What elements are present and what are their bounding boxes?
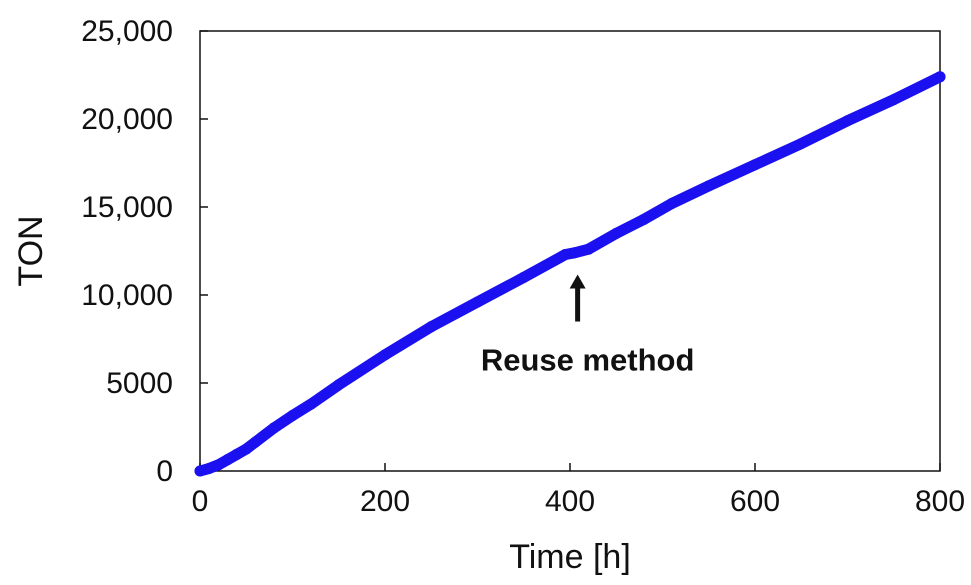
data-point bbox=[305, 398, 317, 410]
series-line bbox=[194, 71, 946, 477]
data-point bbox=[559, 249, 571, 261]
data-point bbox=[583, 243, 594, 255]
data-point bbox=[194, 465, 206, 477]
data-point bbox=[287, 410, 298, 422]
annotation-arrow-head bbox=[569, 274, 586, 289]
x-tick-label: 400 bbox=[545, 485, 595, 518]
y-tick-label: 25,000 bbox=[81, 15, 173, 48]
data-point bbox=[240, 443, 252, 455]
y-tick-label: 15,000 bbox=[81, 191, 173, 224]
x-tick-label: 200 bbox=[360, 485, 410, 518]
data-point bbox=[666, 197, 678, 209]
x-tick-label: 600 bbox=[730, 485, 780, 518]
y-axis-title: TON bbox=[12, 215, 50, 286]
annotation-label: Reuse method bbox=[481, 343, 695, 378]
data-point bbox=[268, 422, 280, 434]
data-point bbox=[203, 462, 215, 474]
data-point bbox=[425, 321, 437, 333]
data-point bbox=[333, 379, 345, 391]
y-tick-label: 20,000 bbox=[81, 103, 173, 136]
data-point bbox=[379, 349, 391, 361]
x-tick-label: 0 bbox=[192, 485, 209, 518]
data-point bbox=[231, 448, 243, 460]
y-tick-label: 0 bbox=[156, 455, 173, 488]
data-point bbox=[472, 296, 483, 308]
y-tick-label: 10,000 bbox=[81, 279, 173, 312]
data-point bbox=[795, 138, 807, 150]
x-tick-label: 800 bbox=[915, 485, 965, 518]
data-point bbox=[749, 159, 761, 171]
data-point bbox=[934, 71, 946, 83]
data-point bbox=[610, 227, 622, 239]
x-axis-title: Time [h] bbox=[509, 538, 631, 576]
y-tick-label: 5000 bbox=[106, 367, 173, 400]
data-point bbox=[569, 247, 581, 259]
data-point bbox=[213, 459, 224, 471]
data-point bbox=[222, 454, 234, 466]
data-point bbox=[842, 115, 853, 127]
data-point bbox=[518, 271, 530, 283]
data-point bbox=[638, 213, 650, 225]
data-point bbox=[250, 436, 261, 448]
data-point bbox=[888, 94, 900, 106]
data-point bbox=[703, 180, 715, 192]
